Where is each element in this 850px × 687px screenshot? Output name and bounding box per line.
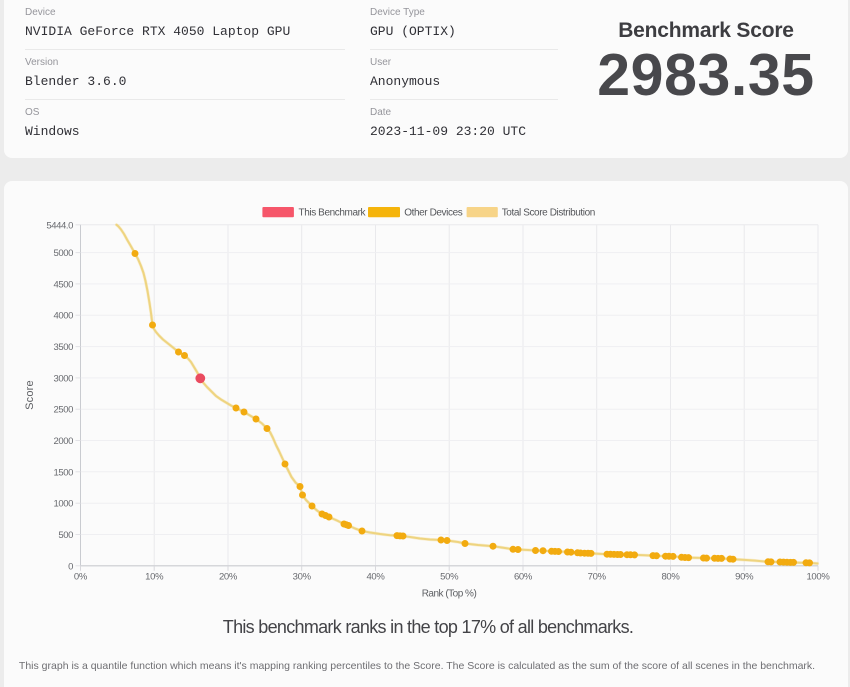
- svg-text:5000: 5000: [53, 248, 73, 259]
- svg-text:Total Score Distribution: Total Score Distribution: [502, 208, 595, 219]
- svg-text:4500: 4500: [53, 279, 73, 290]
- svg-text:50%: 50%: [440, 572, 459, 583]
- svg-text:2500: 2500: [53, 405, 73, 416]
- svg-text:80%: 80%: [661, 572, 680, 583]
- svg-text:10%: 10%: [145, 572, 164, 583]
- svg-text:5444.0: 5444.0: [46, 220, 73, 231]
- svg-text:2000: 2000: [53, 436, 73, 447]
- svg-text:4000: 4000: [53, 311, 73, 322]
- svg-text:3000: 3000: [53, 373, 73, 384]
- svg-text:100%: 100%: [806, 572, 830, 583]
- svg-text:Other Devices: Other Devices: [404, 208, 463, 219]
- svg-text:3500: 3500: [53, 342, 73, 353]
- svg-text:70%: 70%: [588, 572, 607, 583]
- svg-text:0: 0: [68, 561, 73, 572]
- svg-text:1500: 1500: [53, 467, 73, 478]
- svg-text:60%: 60%: [514, 572, 533, 583]
- svg-text:This Benchmark: This Benchmark: [299, 208, 367, 219]
- svg-text:90%: 90%: [735, 572, 754, 583]
- svg-text:40%: 40%: [366, 572, 385, 583]
- svg-text:500: 500: [58, 530, 73, 541]
- svg-text:30%: 30%: [293, 572, 312, 583]
- svg-text:0%: 0%: [74, 572, 88, 583]
- svg-text:Rank (Top %): Rank (Top %): [422, 589, 477, 600]
- svg-text:20%: 20%: [219, 572, 238, 583]
- svg-text:Score: Score: [24, 380, 36, 410]
- svg-text:1000: 1000: [53, 499, 73, 510]
